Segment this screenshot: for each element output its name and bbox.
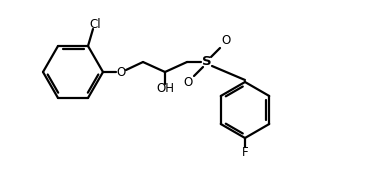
Text: O: O [221, 35, 230, 47]
Text: F: F [242, 145, 248, 158]
Text: Cl: Cl [89, 18, 101, 30]
Text: O: O [183, 76, 192, 90]
Text: S: S [202, 56, 212, 68]
Text: O: O [116, 65, 125, 79]
Text: OH: OH [156, 82, 174, 96]
